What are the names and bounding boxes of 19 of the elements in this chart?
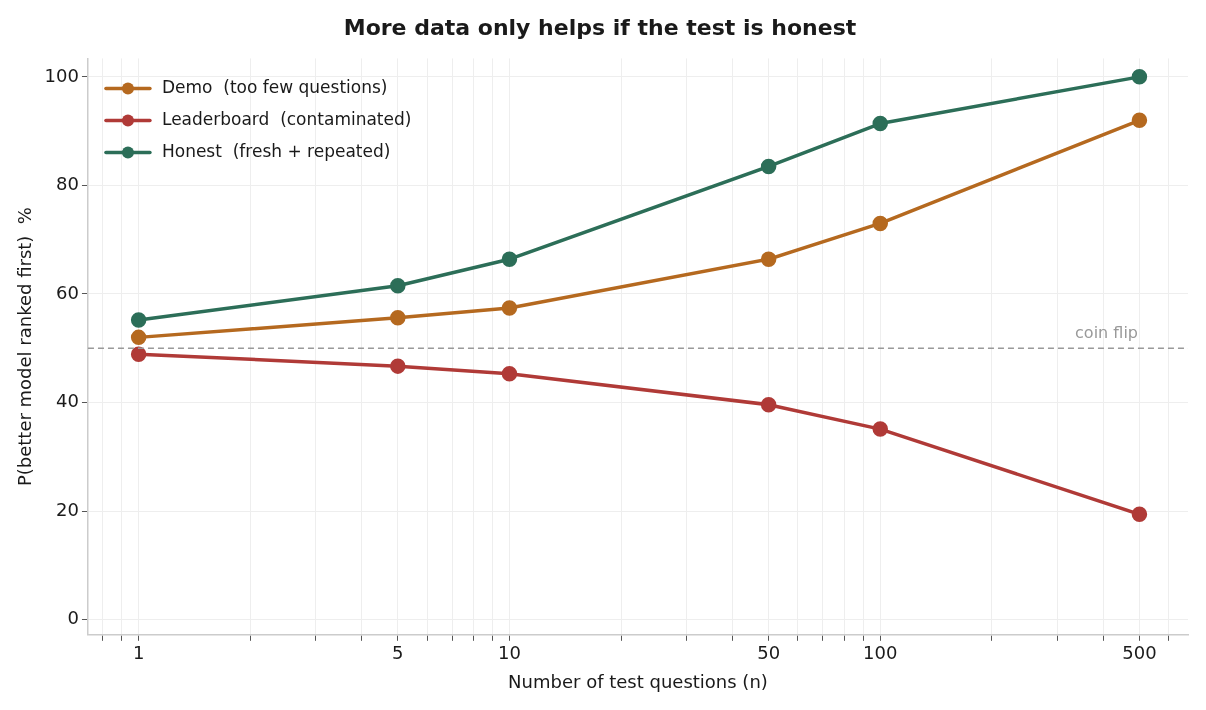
y-tick-label: 40 xyxy=(56,390,79,412)
y-tick-label: 20 xyxy=(56,498,79,520)
ref-line-label: coin flip xyxy=(1075,323,1138,343)
legend-label: Honest (fresh + repeated) xyxy=(161,140,391,161)
y-tick-label: 80 xyxy=(56,173,79,195)
legend-label: Demo (too few questions) xyxy=(161,76,388,97)
legend-label: Leaderboard (contaminated) xyxy=(161,108,412,129)
y-tick-label: 100 xyxy=(44,64,79,86)
x-tick-label: 50 xyxy=(757,642,781,664)
y-axis-title: P(better model ranked first) % xyxy=(14,207,36,487)
x-axis-title: Number of test questions (n) xyxy=(508,670,768,692)
x-tick-label: 10 xyxy=(497,642,521,664)
x-tick-label: 100 xyxy=(863,642,898,664)
x-tick-label: 500 xyxy=(1122,642,1157,664)
y-tick-label: 60 xyxy=(56,281,79,303)
x-tick-label: 1 xyxy=(132,642,145,664)
x-tick-label: 5 xyxy=(392,642,404,664)
chart-title: More data only helps if the test is honest xyxy=(343,14,857,40)
y-tick-label: 0 xyxy=(67,607,79,629)
